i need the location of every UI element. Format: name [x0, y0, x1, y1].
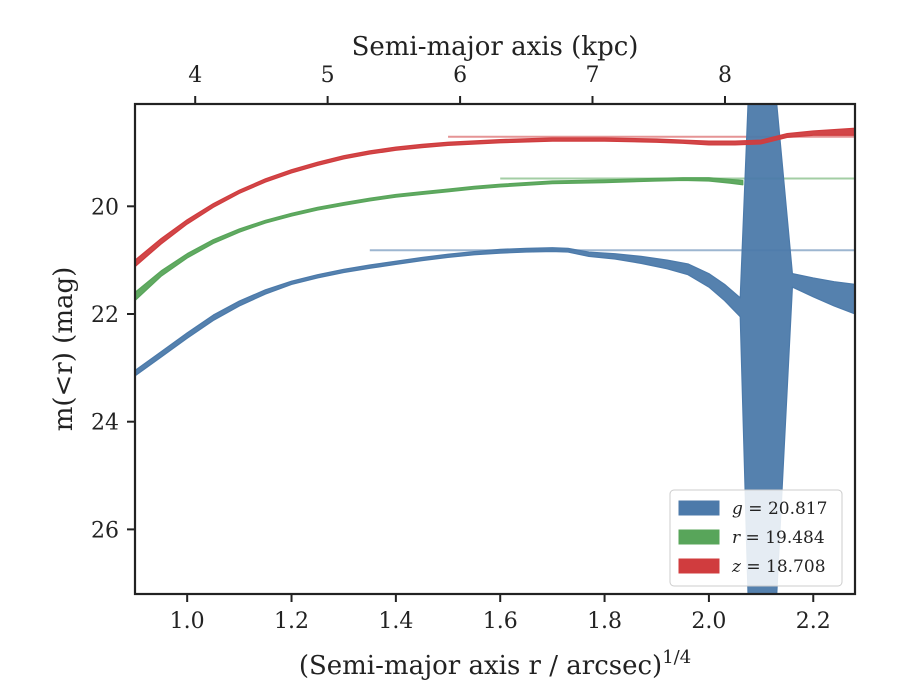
axes-layer: 1.0 1.2 1.4 1.6 1.8 2.0 2.2 20 22 24 26 4 5 6 7 8	[91, 63, 831, 634]
top-tick-label: 7	[586, 63, 600, 88]
series-band-g	[135, 104, 855, 594]
legend-label-g: g = 20.817	[732, 499, 827, 519]
legend-swatch-z	[678, 558, 720, 574]
top-tick-label: 4	[188, 63, 202, 88]
y-axis-label: m(<r) (mag)	[49, 267, 79, 432]
x-tick-label: 2.2	[796, 609, 831, 634]
y-tick-label: 20	[91, 195, 119, 220]
x-tick-label: 2.0	[691, 609, 726, 634]
top-axis-label: Semi-major axis (kpc)	[352, 32, 639, 62]
y-tick-label: 26	[91, 518, 119, 543]
x-axis-label: (Semi-major axis r / arcsec)1/4	[299, 647, 691, 681]
y-tick-label: 24	[91, 411, 119, 436]
legend-label-r: r = 19.484	[732, 528, 825, 548]
series-layer	[135, 104, 855, 594]
legend-swatch-g	[678, 500, 720, 516]
x-tick-label: 1.2	[274, 609, 309, 634]
top-tick-label: 6	[453, 63, 467, 88]
top-tick-label: 8	[718, 63, 732, 88]
series-band-r	[135, 177, 744, 302]
x-tick-label: 1.4	[378, 609, 413, 634]
y-tick-label: 22	[91, 303, 119, 328]
legend-swatch-r	[678, 529, 720, 545]
x-tick-label: 1.6	[483, 609, 518, 634]
x-tick-label: 1.0	[170, 609, 205, 634]
legend: g = 20.817 r = 19.484 z = 18.708	[669, 489, 843, 587]
series-band-z	[135, 127, 855, 268]
x-tick-label: 1.8	[587, 609, 622, 634]
x-axis-label-superscript: 1/4	[662, 647, 691, 668]
legend-label-z: z = 18.708	[731, 557, 826, 577]
plot-frame	[133, 102, 857, 596]
top-tick-label: 5	[321, 63, 335, 88]
